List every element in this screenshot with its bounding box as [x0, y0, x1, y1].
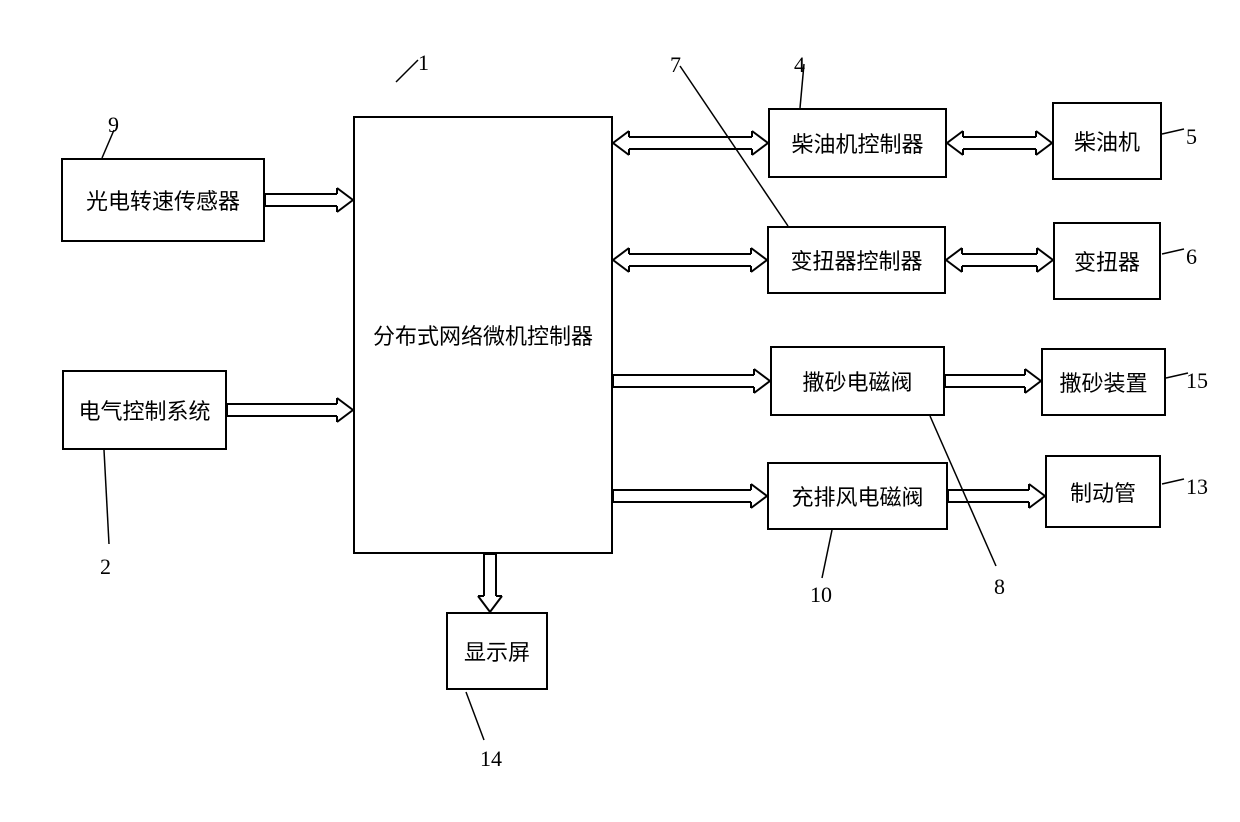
block-b13: 制动管 — [1045, 455, 1161, 528]
block-label: 光电转速传感器 — [86, 184, 240, 216]
block-b14: 显示屏 — [446, 612, 548, 690]
ref-label-5: 5 — [1186, 124, 1197, 150]
block-label: 撒砂装置 — [1059, 366, 1147, 398]
ref-label-7: 7 — [670, 52, 681, 78]
block-label: 变扭器控制器 — [790, 244, 922, 276]
block-label: 电气控制系统 — [78, 394, 210, 426]
block-label: 撒砂电磁阀 — [802, 365, 912, 397]
block-b1: 分布式网络微机控制器 — [353, 116, 613, 554]
block-b10: 充排风电磁阀 — [767, 462, 948, 530]
block-b8: 撒砂电磁阀 — [770, 346, 945, 416]
block-label: 充排风电磁阀 — [791, 480, 923, 512]
block-b15: 撒砂装置 — [1041, 348, 1166, 416]
ref-label-10: 10 — [810, 582, 832, 608]
ref-label-6: 6 — [1186, 244, 1197, 270]
block-label: 柴油机控制器 — [791, 127, 923, 159]
block-diagram: 分布式网络微机控制器 光电转速传感器电气控制系统显示屏 柴油机控制器 柴油机变扭器控制… — [0, 0, 1240, 822]
ref-label-9: 9 — [108, 112, 119, 138]
block-b5: 柴油机 — [1052, 102, 1162, 180]
block-b7: 变扭器控制器 — [767, 226, 946, 294]
block-b2: 电气控制系统 — [62, 370, 227, 450]
block-label: 制动管 — [1070, 476, 1136, 508]
ref-label-2: 2 — [100, 554, 111, 580]
block-b9: 光电转速传感器 — [61, 158, 265, 242]
block-b6: 变扭器 — [1053, 222, 1161, 300]
ref-label-14: 14 — [480, 746, 502, 772]
ref-label-15: 15 — [1186, 368, 1208, 394]
block-label: 显示屏 — [464, 635, 530, 667]
block-label: 柴油机 — [1074, 125, 1140, 157]
block-label: 分布式网络微机控制器 — [373, 319, 593, 351]
block-b4: 柴油机控制器 — [768, 108, 947, 178]
ref-label-1: 1 — [418, 50, 429, 76]
ref-label-8: 8 — [994, 574, 1005, 600]
block-label: 变扭器 — [1074, 245, 1140, 277]
ref-label-13: 13 — [1186, 474, 1208, 500]
ref-label-4: 4 — [794, 52, 805, 78]
